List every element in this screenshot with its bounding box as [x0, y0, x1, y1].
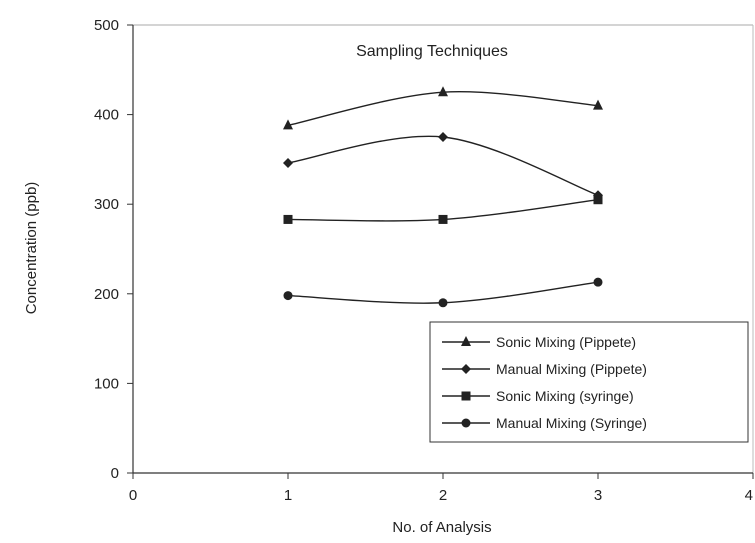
- y-tick-label: 500: [94, 17, 119, 34]
- legend-item: Manual Mixing (Syringe): [442, 415, 647, 431]
- data-point: [438, 214, 448, 224]
- chart-title: Sampling Techniques: [356, 43, 508, 60]
- y-tick-label: 200: [94, 286, 119, 303]
- series-2: [283, 132, 603, 201]
- y-axis-title: Concentration (ppb): [23, 182, 40, 315]
- series-1: [283, 86, 603, 130]
- legend-label: Manual Mixing (Syringe): [496, 415, 647, 431]
- legend: Sonic Mixing (Pippete) Manual Mixing (Pip…: [429, 321, 749, 443]
- x-axis-title: No. of Analysis: [392, 519, 491, 536]
- legend-marker: [461, 391, 471, 401]
- x-tick-label: 2: [439, 487, 447, 504]
- legend-label: Manual Mixing (Pippete): [496, 361, 647, 377]
- y-tick-label: 300: [94, 196, 119, 213]
- x-tick-label: 1: [284, 487, 292, 504]
- x-tick-label: 3: [594, 487, 602, 504]
- data-point: [438, 132, 448, 142]
- series-line: [287, 135, 599, 196]
- data-point: [283, 291, 293, 301]
- legend-item: Sonic Mixing (Pippete): [442, 334, 636, 350]
- x-tick-label: 0: [129, 487, 137, 504]
- data-point: [593, 99, 603, 110]
- y-tick-label: 100: [94, 375, 119, 392]
- legend-marker: [461, 364, 471, 374]
- data-point: [438, 298, 448, 308]
- data-point: [593, 277, 603, 287]
- y-tick-label: 400: [94, 107, 119, 124]
- axes-layer: 0 100 200 300 400 500 0 1 2 3 4: [94, 17, 754, 504]
- legend-marker: [461, 418, 471, 428]
- legend-label: Sonic Mixing (Pippete): [496, 334, 636, 350]
- series-4: [283, 277, 603, 308]
- series-line: [287, 91, 599, 127]
- legend-item: Sonic Mixing (syringe): [442, 388, 634, 404]
- legend-marker: [461, 336, 471, 346]
- x-tick-label: 4: [745, 487, 753, 504]
- legend-label: Sonic Mixing (syringe): [496, 388, 634, 404]
- legend-item: Manual Mixing (Pippete): [442, 361, 647, 377]
- data-point: [283, 214, 293, 224]
- y-tick-label: 0: [111, 465, 119, 482]
- series-3: [283, 195, 603, 224]
- data-point: [283, 157, 293, 168]
- data-point: [593, 195, 603, 205]
- series-layer: [283, 86, 603, 308]
- data-point: [283, 119, 293, 130]
- data-point: [438, 86, 448, 97]
